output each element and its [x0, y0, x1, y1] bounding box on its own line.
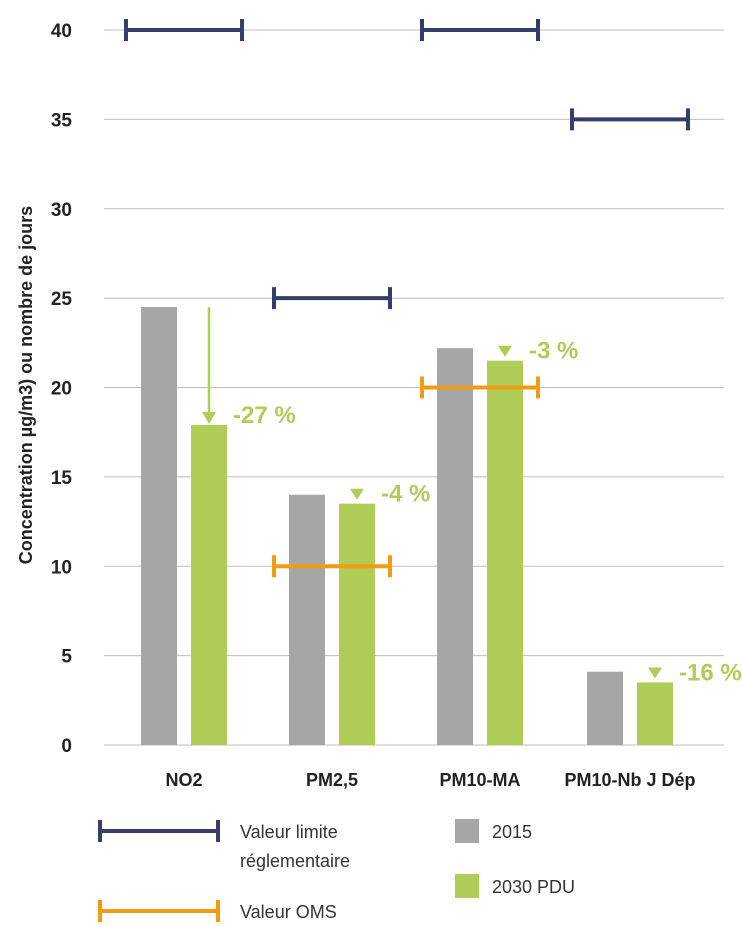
legend-2015-swatch — [455, 819, 479, 843]
change-label-1: -4 % — [381, 481, 430, 508]
legend-2030-label: 2030 PDU — [492, 877, 575, 897]
y-tick-label-0: 0 — [61, 736, 72, 757]
y-tick-label-40: 40 — [51, 21, 72, 42]
x-category-labels: NO2 PM2,5 PM10-MA PM10-Nb J Dép — [165, 770, 695, 790]
legend-limit-marker — [98, 820, 220, 842]
bar-2015-2 — [437, 348, 473, 745]
change-arrow-head-3 — [648, 667, 662, 679]
y-tick-label-35: 35 — [51, 110, 73, 131]
legend-oms-label: Valeur OMS — [240, 902, 337, 922]
y-tick-label-25: 25 — [51, 289, 73, 310]
legend-limit-label-line1: Valeur limite — [240, 822, 338, 842]
legend-limit-label-line2: réglementaire — [240, 851, 350, 871]
bar-2030-3 — [637, 682, 673, 745]
y-axis-label: Concentration µg/m3) ou nombre de jours — [16, 206, 36, 564]
y-tick-labels: 0 5 10 15 20 25 30 35 40 — [51, 21, 73, 757]
y-tick-label-20: 20 — [51, 379, 72, 400]
bar-2015-3 — [587, 671, 623, 745]
bar-2015-0 — [141, 307, 177, 745]
category-label-0: NO2 — [165, 770, 202, 790]
bar-2030-1 — [339, 503, 375, 745]
category-label-2: PM10-MA — [439, 770, 520, 790]
change-label-0: -27 % — [233, 402, 296, 429]
y-tick-label-10: 10 — [51, 557, 72, 578]
change-label-2: -3 % — [529, 338, 578, 365]
change-annotations: -27 % -4 % -3 % -16 % — [202, 307, 742, 686]
legend: Valeur limite réglementaire Valeur OMS 2… — [98, 819, 575, 922]
legend-oms-marker — [98, 900, 220, 922]
change-label-3: -16 % — [679, 659, 742, 686]
bar-2015-1 — [289, 494, 325, 745]
bars — [141, 307, 673, 745]
category-label-3: PM10-Nb J Dép — [564, 770, 695, 790]
category-label-1: PM2,5 — [306, 770, 358, 790]
y-tick-label-30: 30 — [51, 200, 72, 221]
change-arrow-head-1 — [350, 488, 364, 500]
change-arrow-head-2 — [498, 345, 512, 357]
legend-2015-label: 2015 — [492, 822, 532, 842]
bar-2030-0 — [191, 425, 227, 745]
reference-lines — [124, 19, 690, 578]
legend-2030-swatch — [455, 874, 479, 898]
bar-2030-2 — [487, 360, 523, 745]
change-arrow-head-0 — [202, 412, 216, 425]
y-tick-label-5: 5 — [61, 647, 72, 668]
y-tick-label-15: 15 — [51, 468, 73, 489]
